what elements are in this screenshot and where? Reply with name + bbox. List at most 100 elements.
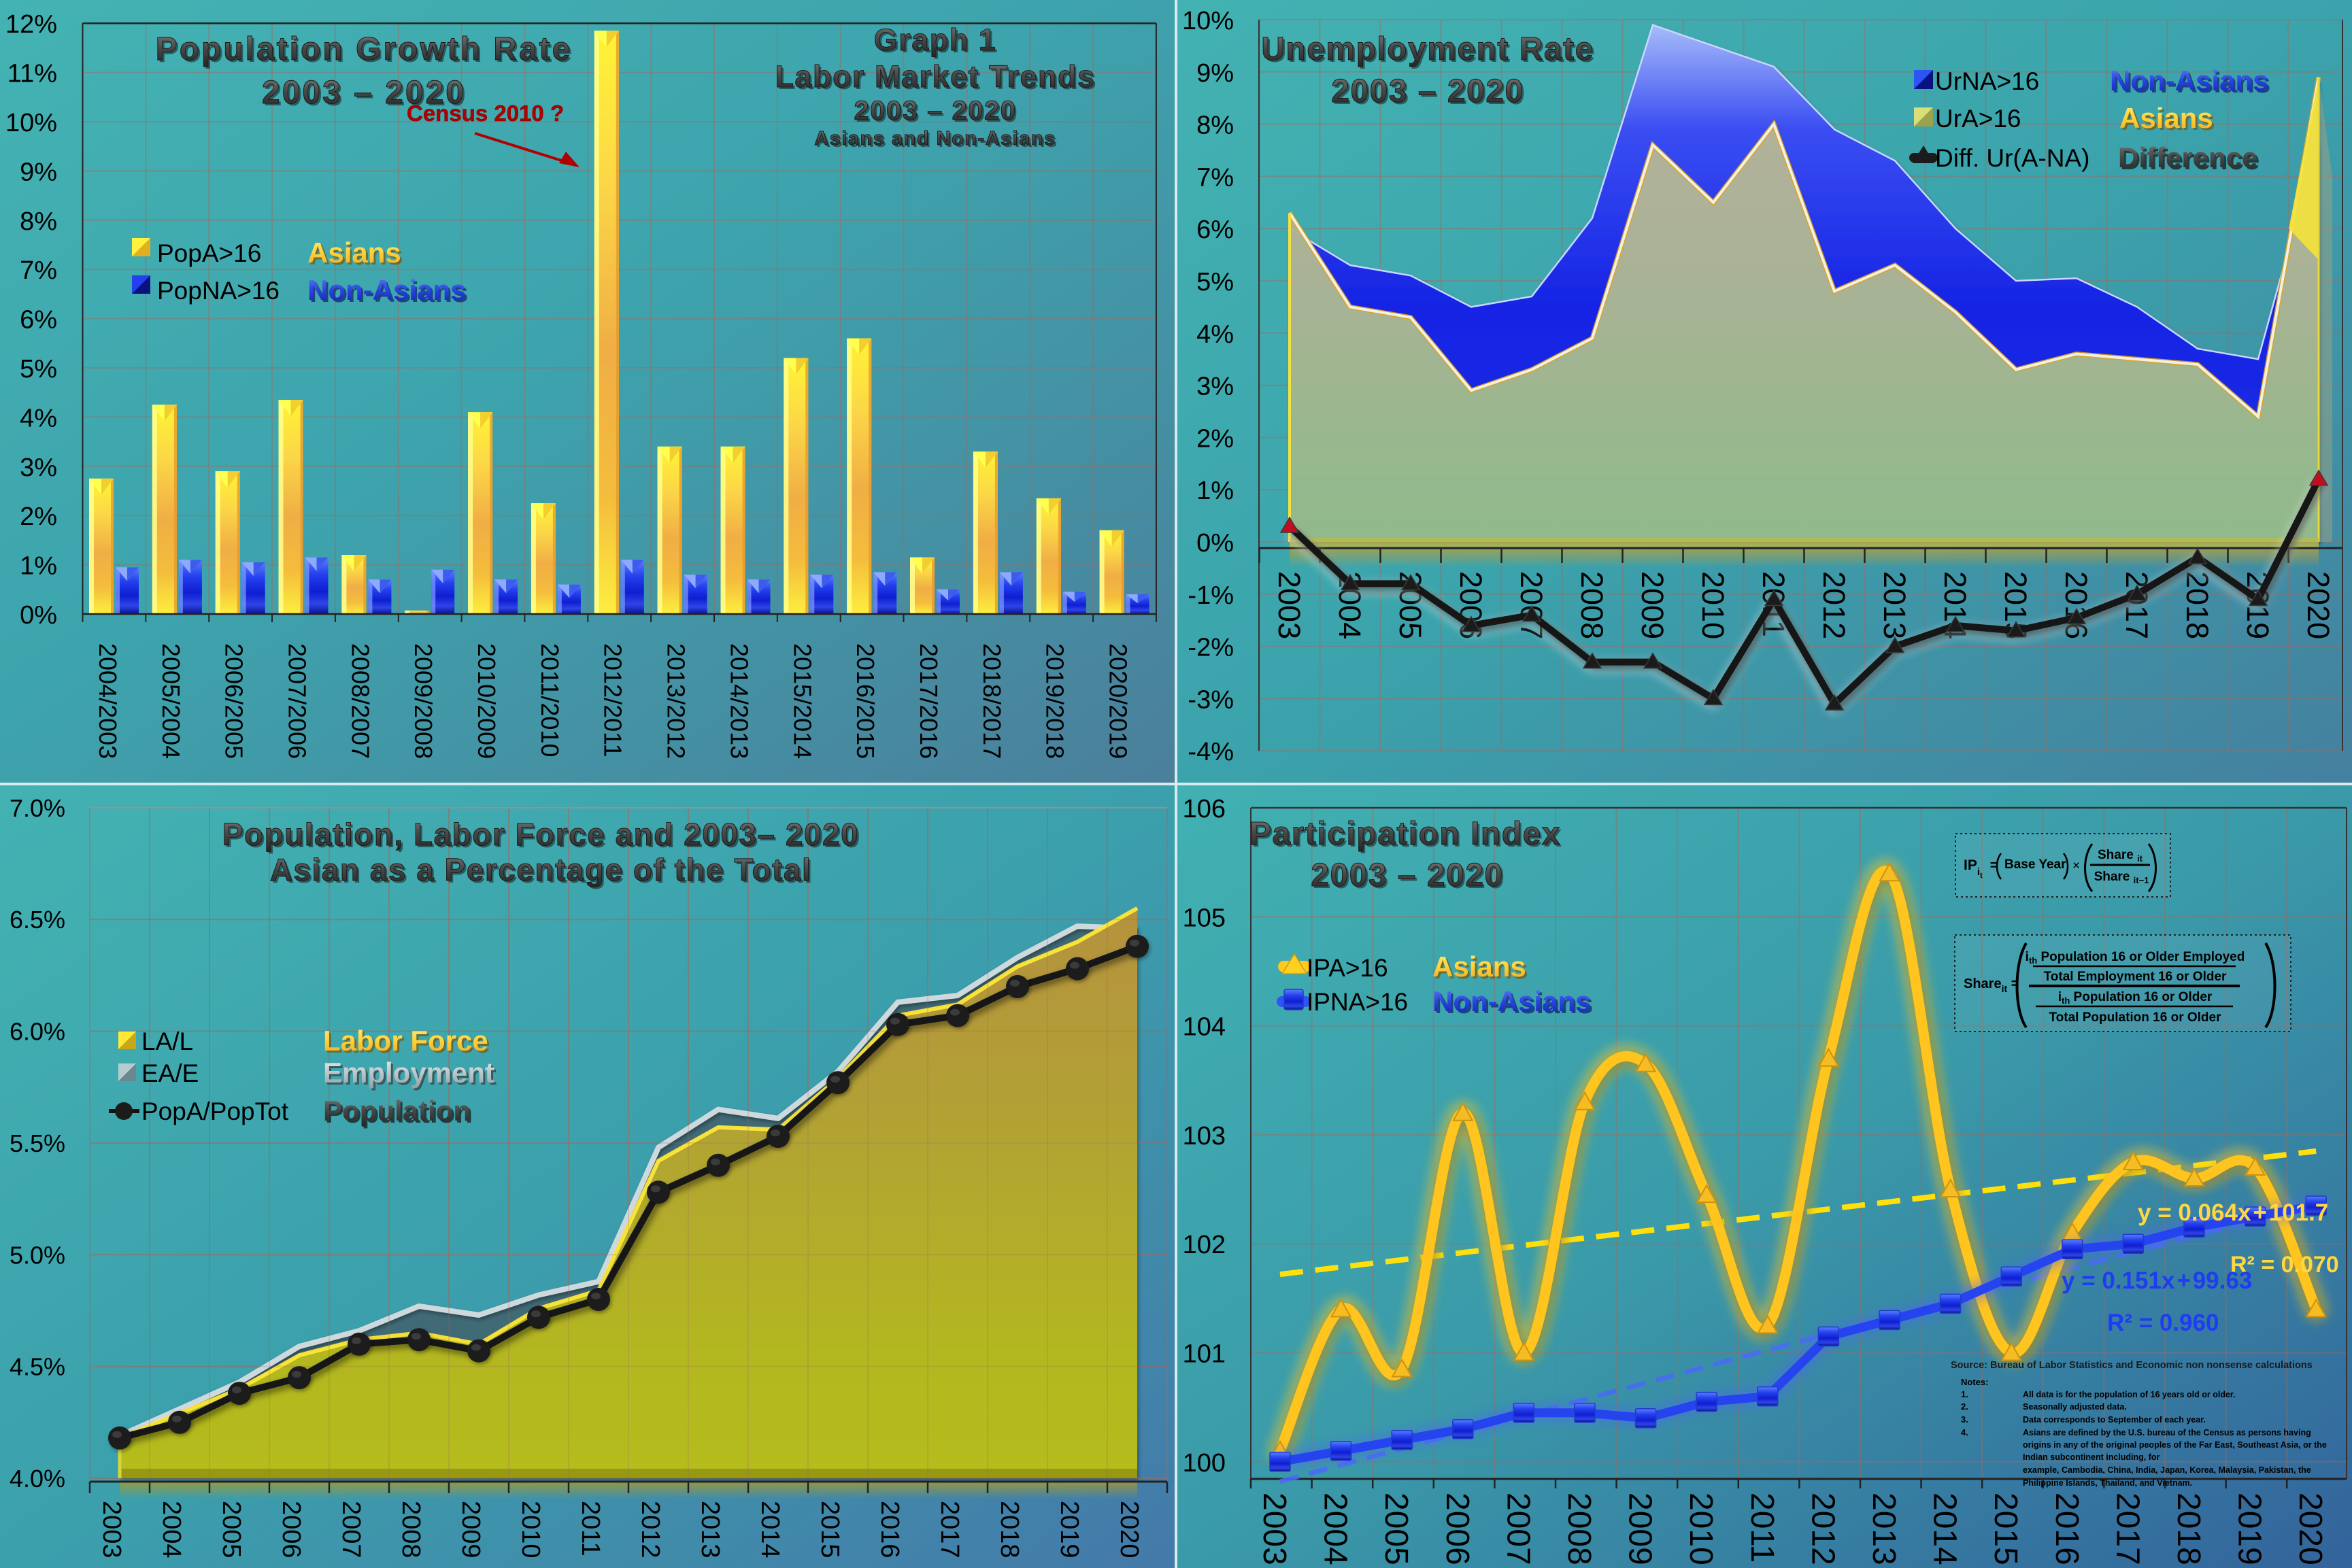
svg-text:6.5%: 6.5% bbox=[10, 906, 65, 934]
svg-text:2018: 2018 bbox=[2180, 571, 2215, 639]
svg-text:7.0%: 7.0% bbox=[10, 794, 65, 822]
svg-text:2014/2013: 2014/2013 bbox=[725, 643, 753, 759]
svg-text:IPA>16: IPA>16 bbox=[1307, 954, 1388, 982]
svg-text:ith Population 16 or Older: ith Population 16 or Older bbox=[2058, 990, 2213, 1006]
svg-text:2009: 2009 bbox=[1635, 571, 1670, 639]
svg-text:2006: 2006 bbox=[1439, 1493, 1475, 1565]
svg-text:9%: 9% bbox=[1196, 59, 1234, 88]
svg-text:Indian subcontinent including,: Indian subcontinent including, for bbox=[2023, 1452, 2160, 1462]
svg-text:2013: 2013 bbox=[696, 1501, 724, 1558]
svg-text:-1%: -1% bbox=[1188, 581, 1234, 610]
svg-text:8%: 8% bbox=[1196, 112, 1234, 140]
svg-text:2003 – 2020: 2003 – 2020 bbox=[1311, 857, 1503, 893]
svg-text:2012: 2012 bbox=[1804, 1493, 1841, 1565]
svg-text:Non-Asians: Non-Asians bbox=[1432, 985, 1591, 1017]
svg-text:2004: 2004 bbox=[157, 1501, 186, 1558]
svg-text:Asian as a Percentage of the T: Asian as a Percentage of the Total bbox=[272, 854, 814, 889]
svg-text:9%: 9% bbox=[20, 158, 57, 186]
svg-text:2010: 2010 bbox=[516, 1501, 545, 1558]
svg-text:5%: 5% bbox=[20, 355, 57, 384]
svg-text:103: 103 bbox=[1183, 1122, 1226, 1151]
svg-text:2011/2010: 2011/2010 bbox=[536, 643, 564, 757]
svg-text:2012: 2012 bbox=[1817, 571, 1851, 639]
svg-text:Employment: Employment bbox=[323, 1057, 494, 1089]
svg-text:2004: 2004 bbox=[1317, 1493, 1354, 1565]
svg-text:Asians: Asians bbox=[2121, 104, 2215, 136]
svg-text:101: 101 bbox=[1183, 1340, 1226, 1369]
svg-text:×: × bbox=[2072, 859, 2080, 873]
svg-text:2012/2011: 2012/2011 bbox=[599, 643, 627, 757]
svg-text:Notes:: Notes: bbox=[1961, 1377, 1988, 1387]
svg-text:PopNA>16: PopNA>16 bbox=[157, 277, 280, 305]
svg-text:4.5%: 4.5% bbox=[10, 1353, 65, 1381]
svg-text:2013: 2013 bbox=[1866, 1493, 1902, 1565]
svg-text:102: 102 bbox=[1183, 1231, 1226, 1259]
svg-text:Base Year: Base Year bbox=[2004, 857, 2066, 872]
svg-text:2011: 2011 bbox=[1744, 1493, 1780, 1563]
svg-text:2.: 2. bbox=[1961, 1401, 1968, 1412]
svg-text:Asians: Asians bbox=[1434, 953, 1528, 985]
svg-text:LA/L: LA/L bbox=[141, 1027, 193, 1055]
svg-text:origins in any of the original: origins in any of the original peoples o… bbox=[2023, 1440, 2327, 1450]
svg-text:2003 – 2020: 2003 – 2020 bbox=[264, 77, 468, 113]
svg-text:2011: 2011 bbox=[576, 1501, 605, 1556]
svg-text:PopA/PopTot: PopA/PopTot bbox=[141, 1097, 289, 1125]
svg-text:2009: 2009 bbox=[456, 1501, 485, 1558]
svg-text:1.: 1. bbox=[1961, 1389, 1968, 1399]
svg-text:2020: 2020 bbox=[2292, 1493, 2328, 1565]
svg-text:R² = 0.070: R² = 0.070 bbox=[2230, 1252, 2339, 1278]
svg-text:11%: 11% bbox=[7, 60, 57, 88]
svg-text:EA/E: EA/E bbox=[141, 1059, 199, 1087]
svg-text:2008: 2008 bbox=[397, 1501, 425, 1558]
svg-text:Difference: Difference bbox=[2120, 143, 2259, 175]
svg-text:104: 104 bbox=[1183, 1013, 1226, 1042]
svg-text:Labor Force: Labor Force bbox=[323, 1025, 488, 1057]
svg-text:2015: 2015 bbox=[1987, 1493, 2023, 1565]
svg-text:2003 – 2020: 2003 – 2020 bbox=[1333, 75, 1526, 112]
svg-text:2007: 2007 bbox=[1500, 1493, 1536, 1565]
svg-text:Labor Market Trends: Labor Market Trends bbox=[775, 59, 1095, 94]
svg-text:2005: 2005 bbox=[217, 1501, 246, 1558]
svg-text:Labor Force: Labor Force bbox=[325, 1027, 490, 1059]
svg-text:2016: 2016 bbox=[875, 1501, 904, 1558]
svg-text:Participation Index: Participation Index bbox=[1249, 816, 1561, 852]
svg-text:2007: 2007 bbox=[337, 1501, 365, 1558]
svg-text:2003: 2003 bbox=[1272, 571, 1307, 639]
svg-text:2003 – 2020: 2003 – 2020 bbox=[1331, 73, 1524, 109]
svg-text:ith Population 16 or Older Emp: ith Population 16 or Older Employed bbox=[2026, 950, 2245, 966]
svg-text:2018/2017: 2018/2017 bbox=[978, 643, 1006, 759]
svg-text:Source: Bureau of Labor Statis: Source: Bureau of Labor Statistics and E… bbox=[1951, 1360, 2313, 1371]
svg-text:0%: 0% bbox=[1196, 529, 1234, 558]
svg-text:Non-Asians: Non-Asians bbox=[309, 276, 468, 308]
svg-text:5.0%: 5.0% bbox=[10, 1241, 65, 1269]
svg-text:10%: 10% bbox=[1182, 7, 1234, 35]
svg-text:1%: 1% bbox=[20, 552, 57, 581]
svg-text:Population: Population bbox=[323, 1095, 471, 1127]
svg-text:Asians and Non-Asians: Asians and Non-Asians bbox=[816, 130, 1058, 152]
svg-text:2%: 2% bbox=[20, 502, 57, 531]
svg-text:4%: 4% bbox=[20, 404, 57, 432]
svg-text:Non-Asians: Non-Asians bbox=[307, 274, 466, 306]
svg-text:2003: 2003 bbox=[1256, 1493, 1292, 1565]
svg-text:2013/2012: 2013/2012 bbox=[662, 643, 690, 759]
svg-text:7%: 7% bbox=[1196, 163, 1234, 192]
svg-text:3.: 3. bbox=[1961, 1414, 1968, 1425]
svg-text:Asians: Asians bbox=[2119, 102, 2213, 134]
svg-text:2005: 2005 bbox=[1378, 1493, 1414, 1565]
svg-text:2016: 2016 bbox=[2049, 1493, 2085, 1565]
svg-text:Graph 1: Graph 1 bbox=[874, 22, 997, 57]
svg-text:Asian as a Percentage of the T: Asian as a Percentage of the Total bbox=[270, 852, 812, 887]
svg-text:2%: 2% bbox=[1196, 424, 1234, 453]
svg-text:2017: 2017 bbox=[935, 1501, 964, 1558]
svg-text:Diff. Ur(A-NA): Diff. Ur(A-NA) bbox=[1935, 144, 2089, 172]
svg-text:7%: 7% bbox=[20, 256, 57, 285]
svg-text:Non-Asians: Non-Asians bbox=[1434, 987, 1593, 1019]
svg-text:Employment: Employment bbox=[325, 1059, 497, 1091]
svg-text:Seasonally adjusted data.: Seasonally adjusted data. bbox=[2023, 1402, 2127, 1412]
svg-text:Total Population 16 or Older: Total Population 16 or Older bbox=[2049, 1010, 2221, 1025]
svg-text:Population, Labor Force and 20: Population, Labor Force and 2003– 2020 bbox=[224, 819, 861, 854]
svg-text:Unemployment Rate: Unemployment Rate bbox=[1263, 33, 1596, 69]
svg-text:Asians and Non-Asians: Asians and Non-Asians bbox=[814, 128, 1056, 150]
svg-text:2009/2008: 2009/2008 bbox=[409, 643, 437, 759]
svg-text:2020: 2020 bbox=[1115, 1501, 1143, 1558]
